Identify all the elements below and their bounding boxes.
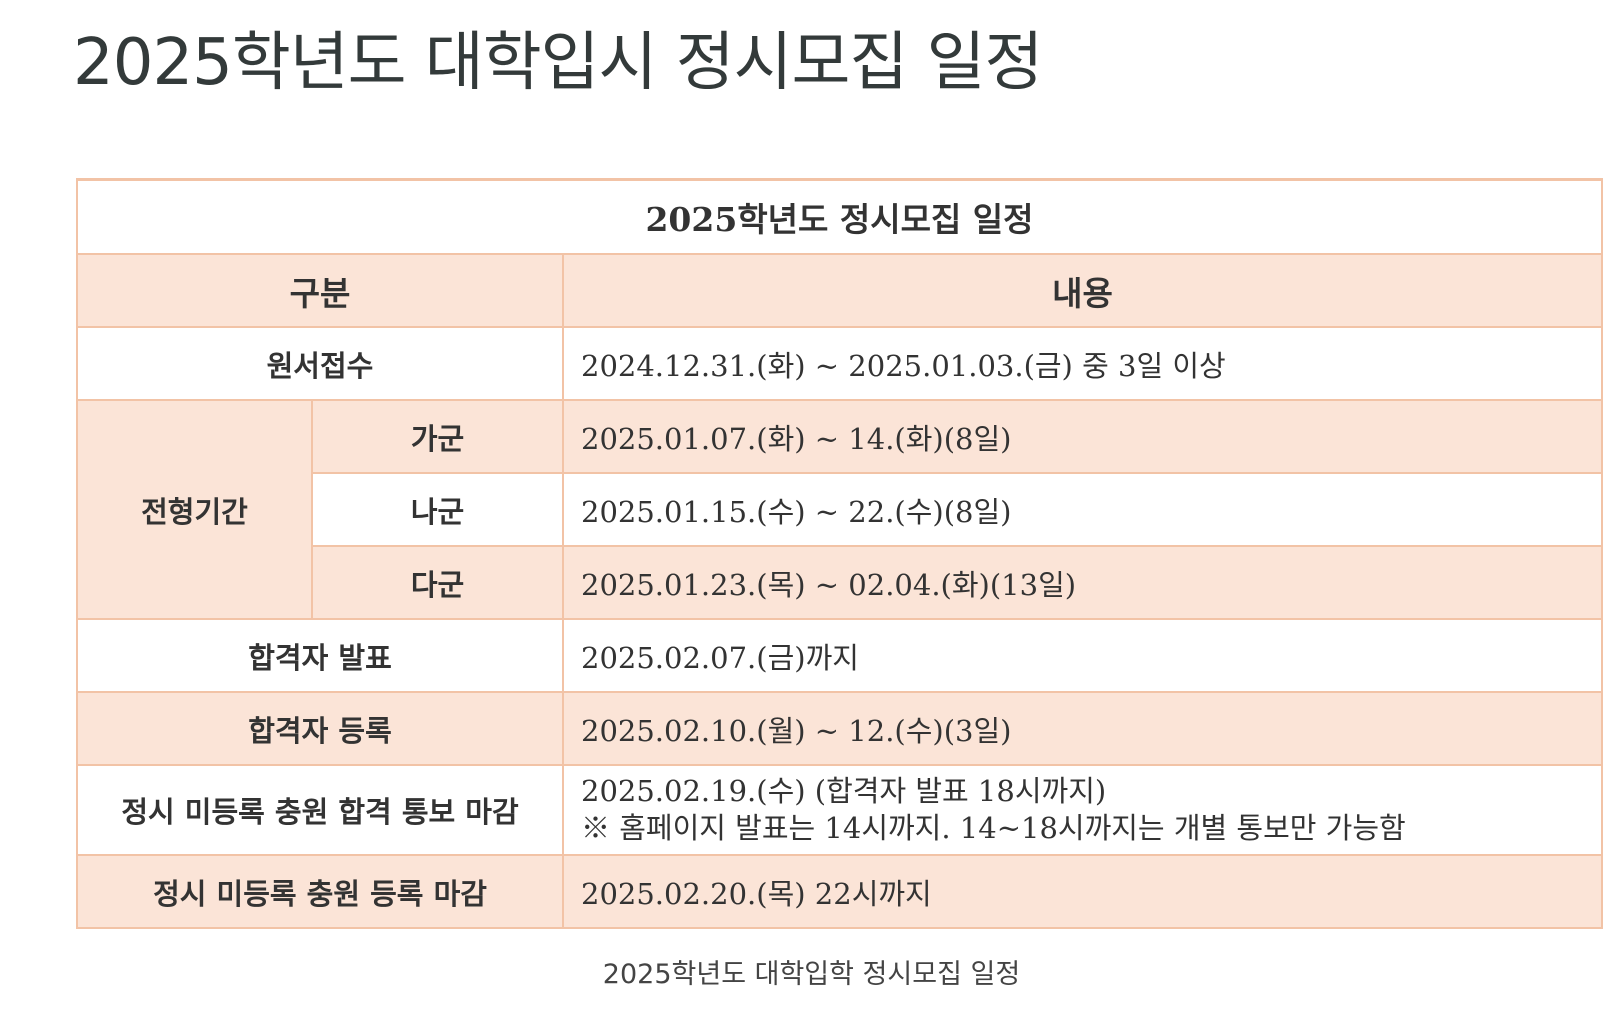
table-title-row: 2025학년도 정시모집 일정 [75,178,1604,255]
header-content: 내용 [561,253,1604,328]
page-title: 2025학년도 대학입시 정시모집 일정 [73,26,1043,100]
table-row: 정시 미등록 충원 등록 마감 2025.02.20.(목) 22시까지 [76,854,1604,929]
schedule-table: 2025학년도 정시모집 일정 구분 내용 원서접수 2024.12.31.(화… [75,178,1604,929]
row-value-supplementary-notice: 2025.02.19.(수) (합격자 발표 18시까지) ※ 홈페이지 발표는… [561,764,1604,856]
group-value-na: 2025.01.15.(수) ~ 22.(수)(8일) [561,472,1604,547]
row-label-announcement: 합격자 발표 [76,618,564,693]
header-category: 구분 [76,253,564,328]
row-value-announcement: 2025.02.07.(금)까지 [561,618,1604,693]
notice-footnote-text: ※ 홈페이지 발표는 14시까지. 14~18시까지는 개별 통보만 가능함 [581,811,1406,845]
group-value-ga: 2025.01.07.(화) ~ 14.(화)(8일) [561,399,1604,474]
table-title: 2025학년도 정시모집 일정 [75,178,1604,255]
row-label-screening: 전형기간 [76,399,313,620]
row-value-registration: 2025.02.10.(월) ~ 12.(수)(3일) [561,691,1604,766]
table-row: 다군 2025.01.23.(목) ~ 02.04.(화)(13일) [77,545,1604,620]
group-label-da: 다군 [311,545,564,620]
table-header-row: 구분 내용 [76,253,1604,328]
group-value-da: 2025.01.23.(목) ~ 02.04.(화)(13일) [561,545,1604,620]
table-row: 합격자 등록 2025.02.10.(월) ~ 12.(수)(3일) [76,691,1604,766]
table-row: 전형기간 가군 2025.01.07.(화) ~ 14.(화)(8일) [76,399,1604,620]
row-label-supplementary-notice: 정시 미등록 충원 합격 통보 마감 [76,764,564,856]
row-value-supplementary-registration: 2025.02.20.(목) 22시까지 [561,854,1604,929]
image-caption: 2025학년도 대학입학 정시모집 일정 [602,959,1021,990]
table-row: 원서접수 2024.12.31.(화) ~ 2025.01.03.(금) 중 3… [76,326,1604,401]
row-label-application: 원서접수 [76,326,564,401]
group-label-ga: 가군 [311,399,564,474]
table-row: 정시 미등록 충원 합격 통보 마감 2025.02.19.(수) (합격자 발… [76,764,1604,856]
group-label-na: 나군 [311,472,564,547]
row-label-registration: 합격자 등록 [76,691,564,766]
notice-deadline-text: 2025.02.19.(수) (합격자 발표 18시까지) [581,774,1107,808]
table-row: 합격자 발표 2025.02.07.(금)까지 [76,618,1604,693]
table-row: 나군 2025.01.15.(수) ~ 22.(수)(8일) [77,472,1604,547]
row-label-supplementary-registration: 정시 미등록 충원 등록 마감 [76,854,564,929]
row-value-application: 2024.12.31.(화) ~ 2025.01.03.(금) 중 3일 이상 [561,326,1604,401]
